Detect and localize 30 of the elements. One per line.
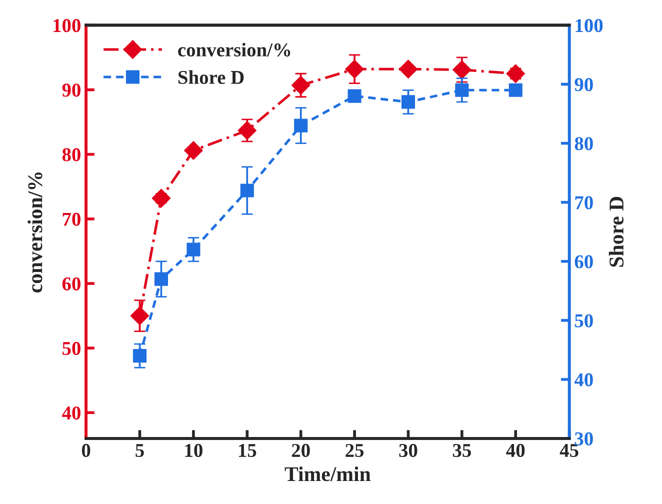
x-tick-label: 15 bbox=[238, 444, 256, 458]
x-tick-label: 5 bbox=[136, 444, 144, 458]
y-tick-label: 80 bbox=[62, 148, 80, 162]
y2-tick-label: 80 bbox=[574, 137, 593, 150]
legend-label: conversion/% bbox=[178, 42, 290, 57]
y2-axis-title: Shore D bbox=[608, 196, 624, 267]
y-tick-label: 40 bbox=[62, 406, 80, 420]
y2-tick-label: 70 bbox=[575, 196, 593, 210]
y2-tick-label: 50 bbox=[574, 314, 593, 328]
x-tick-label: 45 bbox=[560, 444, 578, 458]
y-tick-label: 100 bbox=[54, 19, 80, 32]
y-axis-title: conversion/% bbox=[28, 172, 42, 292]
x-tick-label: 35 bbox=[452, 444, 471, 458]
y2-tick-label: 30 bbox=[574, 432, 593, 446]
y2-tick-label: 100 bbox=[576, 19, 603, 32]
legend-label: Shore D bbox=[178, 70, 244, 84]
x-tick-label: 25 bbox=[346, 444, 364, 458]
y-tick-label: 90 bbox=[62, 84, 80, 97]
x-tick-label: 20 bbox=[292, 444, 310, 458]
y2-tick-label: 90 bbox=[574, 78, 593, 92]
y-tick-label: 50 bbox=[62, 342, 80, 356]
y2-tick-label: 40 bbox=[574, 373, 593, 386]
x-tick-label: 10 bbox=[185, 444, 202, 458]
x-axis-title: Time/min bbox=[284, 466, 371, 482]
y-tick-label: 70 bbox=[62, 212, 80, 226]
y-tick-label: 60 bbox=[62, 277, 80, 290]
y2-tick-label: 60 bbox=[574, 255, 593, 268]
x-tick-label: 30 bbox=[399, 444, 418, 458]
x-tick-label: 40 bbox=[506, 444, 525, 458]
x-tick-label: 0 bbox=[82, 444, 90, 458]
